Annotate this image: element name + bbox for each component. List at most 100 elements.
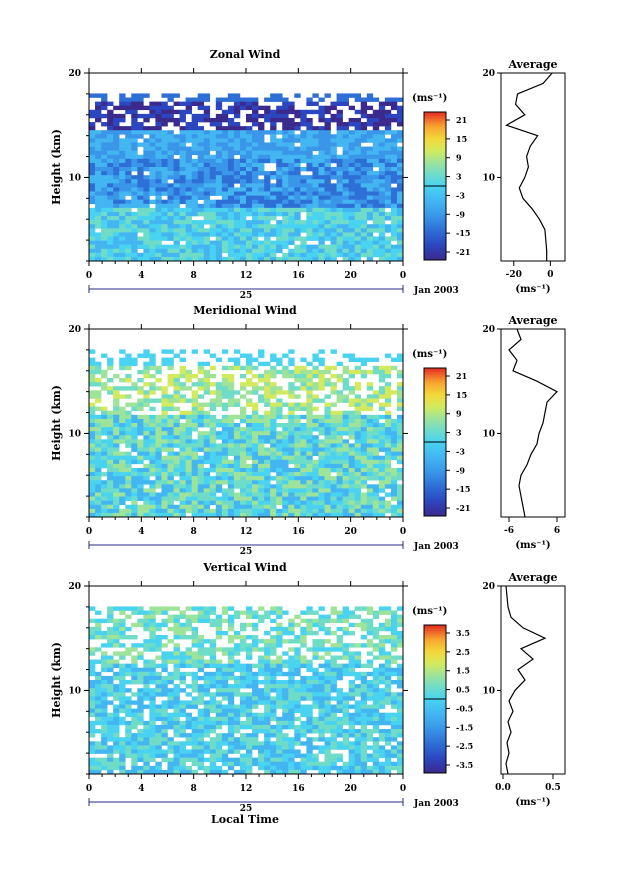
heatmap-cell bbox=[343, 509, 349, 513]
heatmap-cell bbox=[258, 448, 264, 452]
heatmap-cell bbox=[276, 196, 282, 200]
heatmap-cell bbox=[125, 236, 131, 240]
heatmap-cell bbox=[306, 443, 312, 447]
heatmap-cell bbox=[222, 705, 228, 709]
heatmap-cell bbox=[155, 378, 161, 382]
heatmap-cell bbox=[252, 639, 258, 643]
heatmap-cell bbox=[222, 208, 228, 212]
heatmap-cell bbox=[149, 171, 155, 175]
heatmap-cell bbox=[119, 183, 125, 187]
heatmap-cell bbox=[137, 163, 143, 167]
heatmap-cell bbox=[89, 472, 95, 476]
heatmap-cell bbox=[355, 729, 361, 733]
heatmap-cell bbox=[306, 220, 312, 224]
heatmap-cell bbox=[288, 448, 294, 452]
heatmap-cell bbox=[101, 232, 107, 236]
heatmap-cell bbox=[270, 411, 276, 415]
heatmap-cell bbox=[198, 635, 204, 639]
heatmap-cell bbox=[143, 183, 149, 187]
heatmap-cell bbox=[385, 623, 391, 627]
heatmap-cell bbox=[355, 163, 361, 167]
heatmap-cell bbox=[355, 171, 361, 175]
heatmap-cell bbox=[343, 98, 349, 102]
heatmap-cell bbox=[131, 216, 137, 220]
heatmap-cell bbox=[131, 509, 137, 513]
heatmap-cell bbox=[264, 130, 270, 134]
heatmap-cell bbox=[270, 370, 276, 374]
heatmap-cell bbox=[113, 106, 119, 110]
heatmap-cell bbox=[379, 664, 385, 668]
heatmap-cell bbox=[300, 472, 306, 476]
heatmap-cell bbox=[155, 680, 161, 684]
heatmap-cell bbox=[337, 126, 343, 130]
heatmap-cell bbox=[306, 232, 312, 236]
heatmap-cell bbox=[349, 456, 355, 460]
heatmap-cell bbox=[331, 187, 337, 191]
heatmap-cell bbox=[198, 643, 204, 647]
heatmap-cell bbox=[198, 220, 204, 224]
heatmap-cell bbox=[306, 484, 312, 488]
heatmap-cell bbox=[282, 660, 288, 664]
heatmap-cell bbox=[107, 110, 113, 114]
heatmap-cell bbox=[161, 159, 167, 163]
heatmap-cell bbox=[282, 196, 288, 200]
heatmap-cell bbox=[119, 717, 125, 721]
heatmap-cell bbox=[204, 196, 210, 200]
heatmap-cell bbox=[258, 122, 264, 126]
heatmap-cell bbox=[288, 480, 294, 484]
heatmap-cell bbox=[343, 419, 349, 423]
heatmap-cell bbox=[306, 717, 312, 721]
heatmap-cell bbox=[264, 245, 270, 249]
heatmap-cell bbox=[234, 249, 240, 253]
heatmap-cell bbox=[210, 672, 216, 676]
heatmap-cell bbox=[240, 407, 246, 411]
heatmap-cell bbox=[373, 187, 379, 191]
heatmap-cell bbox=[325, 403, 331, 407]
heatmap-cell bbox=[186, 468, 192, 472]
heatmap-cell bbox=[234, 415, 240, 419]
heatmap-cell bbox=[89, 647, 95, 651]
heatmap-cell bbox=[192, 439, 198, 443]
heatmap-cell bbox=[252, 611, 258, 615]
heatmap-cell bbox=[210, 468, 216, 472]
heatmap-cell bbox=[252, 468, 258, 472]
heatmap-cell bbox=[355, 183, 361, 187]
heatmap-cell bbox=[240, 147, 246, 151]
heatmap-cell bbox=[331, 611, 337, 615]
heatmap-cell bbox=[113, 456, 119, 460]
heatmap-cell bbox=[276, 615, 282, 619]
heatmap-cell bbox=[282, 179, 288, 183]
heatmap-cell bbox=[155, 647, 161, 651]
heatmap-cell bbox=[180, 114, 186, 118]
heatmap-cell bbox=[222, 464, 228, 468]
heatmap-cell bbox=[361, 358, 367, 362]
heatmap-cell bbox=[300, 713, 306, 717]
heatmap-cell bbox=[155, 102, 161, 106]
heatmap-cell bbox=[89, 183, 95, 187]
heatmap-cell bbox=[216, 419, 222, 423]
heatmap-cell bbox=[270, 208, 276, 212]
heatmap-cell bbox=[306, 159, 312, 163]
colorbar-tick-label: 9 bbox=[456, 153, 462, 163]
heatmap-cell bbox=[264, 664, 270, 668]
heatmap-cell bbox=[113, 130, 119, 134]
heatmap-cell bbox=[367, 611, 373, 615]
heatmap-cell bbox=[397, 721, 403, 725]
heatmap-cell bbox=[210, 415, 216, 419]
heatmap-cell bbox=[186, 448, 192, 452]
heatmap-cell bbox=[89, 403, 95, 407]
heatmap-cell bbox=[137, 171, 143, 175]
heatmap-cell bbox=[294, 187, 300, 191]
heatmap-cell bbox=[325, 631, 331, 635]
heatmap-cell bbox=[192, 241, 198, 245]
heatmap-cell bbox=[210, 147, 216, 151]
heatmap-cell bbox=[180, 386, 186, 390]
heatmap-cell bbox=[89, 733, 95, 737]
heatmap-cell bbox=[95, 680, 101, 684]
heatmap-cell bbox=[222, 212, 228, 216]
heatmap-cell bbox=[373, 220, 379, 224]
heatmap-cell bbox=[282, 106, 288, 110]
heatmap-cell bbox=[294, 415, 300, 419]
heatmap-cell bbox=[355, 492, 361, 496]
heatmap-cell bbox=[240, 468, 246, 472]
